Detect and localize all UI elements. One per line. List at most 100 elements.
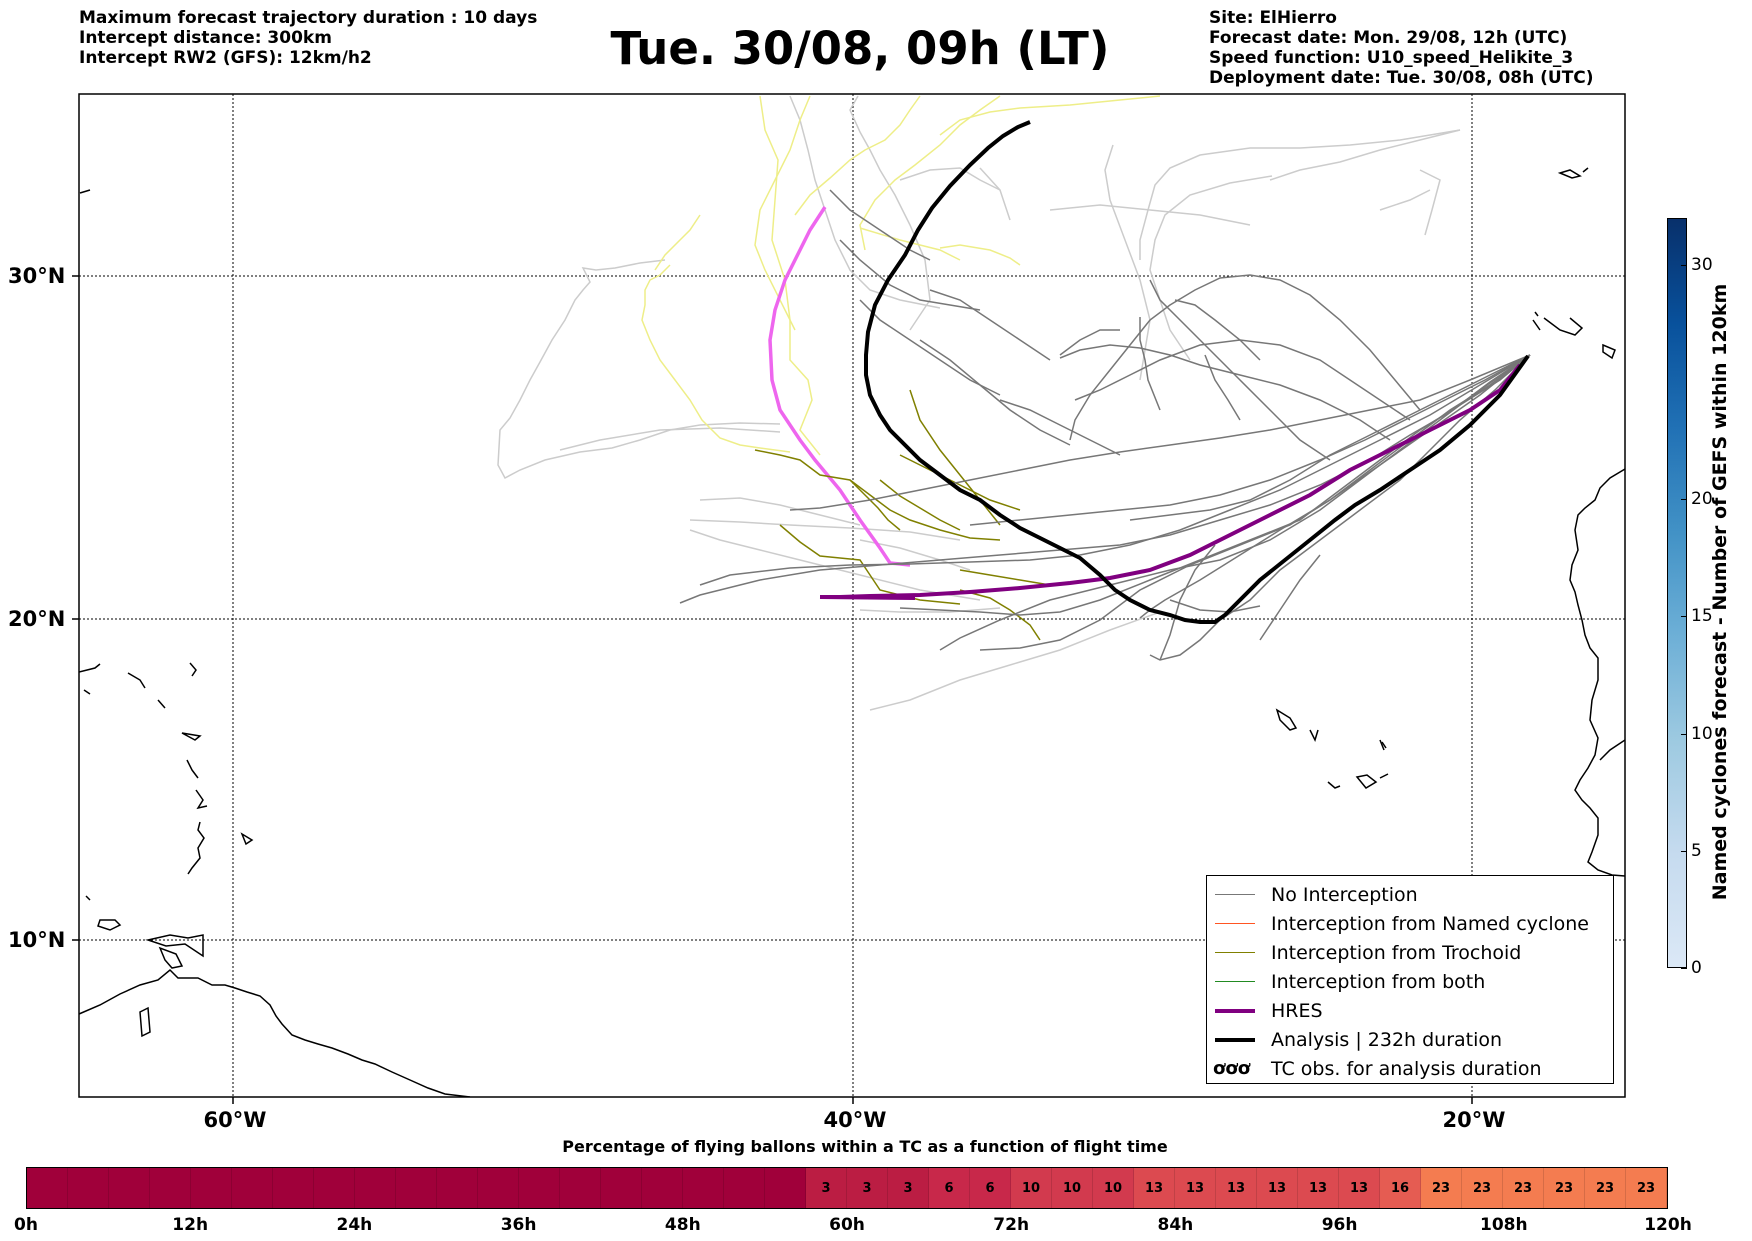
lon-label-40w: 40°W — [823, 1108, 887, 1132]
time-bar-cell: 23 — [1421, 1168, 1462, 1208]
time-bar-tick-label: 120h — [1644, 1215, 1692, 1235]
time-bar-tick-label: 84h — [1157, 1215, 1194, 1235]
legend-item-both: Interception from both — [1213, 967, 1613, 996]
time-bar-cell — [232, 1168, 273, 1208]
legend-label: Interception from both — [1271, 970, 1486, 993]
colorbar-tick-label: 20 — [1691, 489, 1713, 510]
time-bar-cell: 13 — [1175, 1168, 1216, 1208]
no-interception-trajectories — [679, 189, 1531, 661]
hres-early-trajectory — [768, 206, 911, 567]
time-bar-cell — [724, 1168, 765, 1208]
site-text: Site: ElHierro — [1209, 8, 1337, 28]
legend-label: HRES — [1271, 999, 1323, 1022]
time-bar-cell — [765, 1168, 806, 1208]
colorbar-tick-mark — [1681, 733, 1687, 735]
time-bar-cell — [683, 1168, 724, 1208]
time-bar-tick-label: 60h — [829, 1215, 865, 1235]
time-bar-cell: 13 — [1134, 1168, 1175, 1208]
trochoid-interception-trajectories — [754, 389, 1051, 641]
time-bar-cell: 23 — [1462, 1168, 1503, 1208]
time-bar-cell — [191, 1168, 232, 1208]
time-bar-cell — [396, 1168, 437, 1208]
time-bar-tick-label: 96h — [1321, 1215, 1358, 1235]
colorbar-tick-mark — [1681, 616, 1687, 618]
analysis-trajectory — [864, 120, 1530, 624]
time-bar-tick-label: 72h — [993, 1215, 1030, 1235]
time-bar-cell: 3 — [888, 1168, 929, 1208]
cyclone-colorbar: 0 5 10 15 20 30 — [1667, 218, 1713, 978]
legend-item-no-interception: No Interception — [1213, 880, 1613, 909]
legend-item-named-cyclone: Interception from Named cyclone — [1213, 909, 1613, 938]
header-left-info: Maximum forecast trajectory duration : 1… — [79, 8, 537, 68]
time-bar-tick-label: 36h — [500, 1215, 537, 1235]
time-bar-cell: 13 — [1257, 1168, 1298, 1208]
time-bar-tick-label: 108h — [1480, 1215, 1528, 1235]
time-bar-cell — [601, 1168, 642, 1208]
speed-function-text: Speed function: U10_speed_Helikite_3 — [1209, 48, 1574, 68]
legend-label: Interception from Trochoid — [1271, 941, 1522, 964]
lon-label-60w: 60°W — [203, 1108, 267, 1132]
time-bar-cell — [437, 1168, 478, 1208]
time-bar-cell — [109, 1168, 150, 1208]
lon-label-20w: 20°W — [1442, 1108, 1506, 1132]
colorbar-tick-label: 10 — [1691, 723, 1713, 744]
time-bar-cell: 23 — [1503, 1168, 1544, 1208]
early-yellow-trajectories — [641, 95, 1161, 456]
legend-label: TC obs. for analysis duration — [1271, 1057, 1542, 1080]
forecast-date-text: Forecast date: Mon. 29/08, 12h (UTC) — [1209, 28, 1568, 48]
colorbar-tick-label: 5 — [1691, 840, 1702, 861]
time-bar-cell: 3 — [806, 1168, 847, 1208]
legend-label: Analysis | 232h duration — [1271, 1028, 1503, 1051]
lat-label-30n: 30°N — [8, 264, 66, 288]
colorbar-tick-mark — [1681, 499, 1687, 501]
map-border — [78, 93, 1626, 1098]
time-bar-tick-label: 12h — [172, 1215, 209, 1235]
legend-label: Interception from Named cyclone — [1271, 912, 1589, 935]
time-bar-cell — [150, 1168, 191, 1208]
legend-label: No Interception — [1271, 883, 1418, 906]
time-bar-cell: 23 — [1544, 1168, 1585, 1208]
time-bar-cell: 23 — [1585, 1168, 1626, 1208]
colorbar-tick-label: 15 — [1691, 606, 1713, 627]
time-bar-cell: 3 — [847, 1168, 888, 1208]
header-right-info: Site: ElHierro Forecast date: Mon. 29/08… — [1209, 8, 1594, 88]
legend: No Interception Interception from Named … — [1206, 875, 1614, 1084]
tc-symbol-icon: ơơơ — [1213, 1057, 1251, 1079]
page-title: Tue. 30/08, 09h (LT) — [610, 22, 1110, 75]
max-duration-text: Maximum forecast trajectory duration : 1… — [79, 8, 538, 28]
lat-label-10n: 10°N — [8, 928, 66, 952]
axis-ticks — [72, 275, 1473, 1104]
time-bar-tick-label: 24h — [336, 1215, 373, 1235]
time-bar-cell: 10 — [1052, 1168, 1093, 1208]
intercept-distance-text: Intercept distance: 300km — [79, 28, 332, 48]
time-bar-tick-label: 48h — [664, 1215, 701, 1235]
colorbar-tick-label: 30 — [1691, 254, 1713, 275]
colorbar-tick-label: 0 — [1691, 958, 1702, 978]
colorbar-label: Named cyclones forecast - Number of GEFS… — [1709, 283, 1731, 901]
legend-item-trochoid: Interception from Trochoid — [1213, 938, 1613, 967]
time-bar-cell: 13 — [1339, 1168, 1380, 1208]
legend-item-tc-obs: ơơơ TC obs. for analysis duration — [1213, 1054, 1613, 1083]
time-bar-cell: 6 — [929, 1168, 970, 1208]
colorbar-tick-mark — [1681, 850, 1687, 852]
time-bar-cell — [478, 1168, 519, 1208]
colorbar-tick-mark — [1681, 968, 1687, 969]
time-bar-cell: 6 — [970, 1168, 1011, 1208]
intercept-rw2-text: Intercept RW2 (GFS): 12km/h2 — [79, 48, 372, 68]
lat-label-20n: 20°N — [8, 607, 66, 631]
time-bar: 3 3 3 6 6 10 10 10 13 13 13 13 13 13 16 23 23 23 23 23 23 — [26, 1167, 1668, 1209]
time-bar-cell — [519, 1168, 560, 1208]
time-bar-cell — [560, 1168, 601, 1208]
colorbar-gradient — [1667, 218, 1687, 968]
time-bar-cell: 23 — [1626, 1168, 1667, 1208]
time-bar-cell: 13 — [1298, 1168, 1339, 1208]
colorbar-tick-mark — [1681, 264, 1687, 266]
time-bar-cell — [27, 1168, 68, 1208]
time-bar-tick-label: 0h — [14, 1215, 38, 1235]
time-bar-cell — [355, 1168, 396, 1208]
time-bar-cell: 16 — [1380, 1168, 1421, 1208]
time-bar-cell: 10 — [1093, 1168, 1134, 1208]
legend-item-hres: HRES — [1213, 996, 1613, 1025]
time-bar-cell: 13 — [1216, 1168, 1257, 1208]
time-bar-cell: 10 — [1011, 1168, 1052, 1208]
